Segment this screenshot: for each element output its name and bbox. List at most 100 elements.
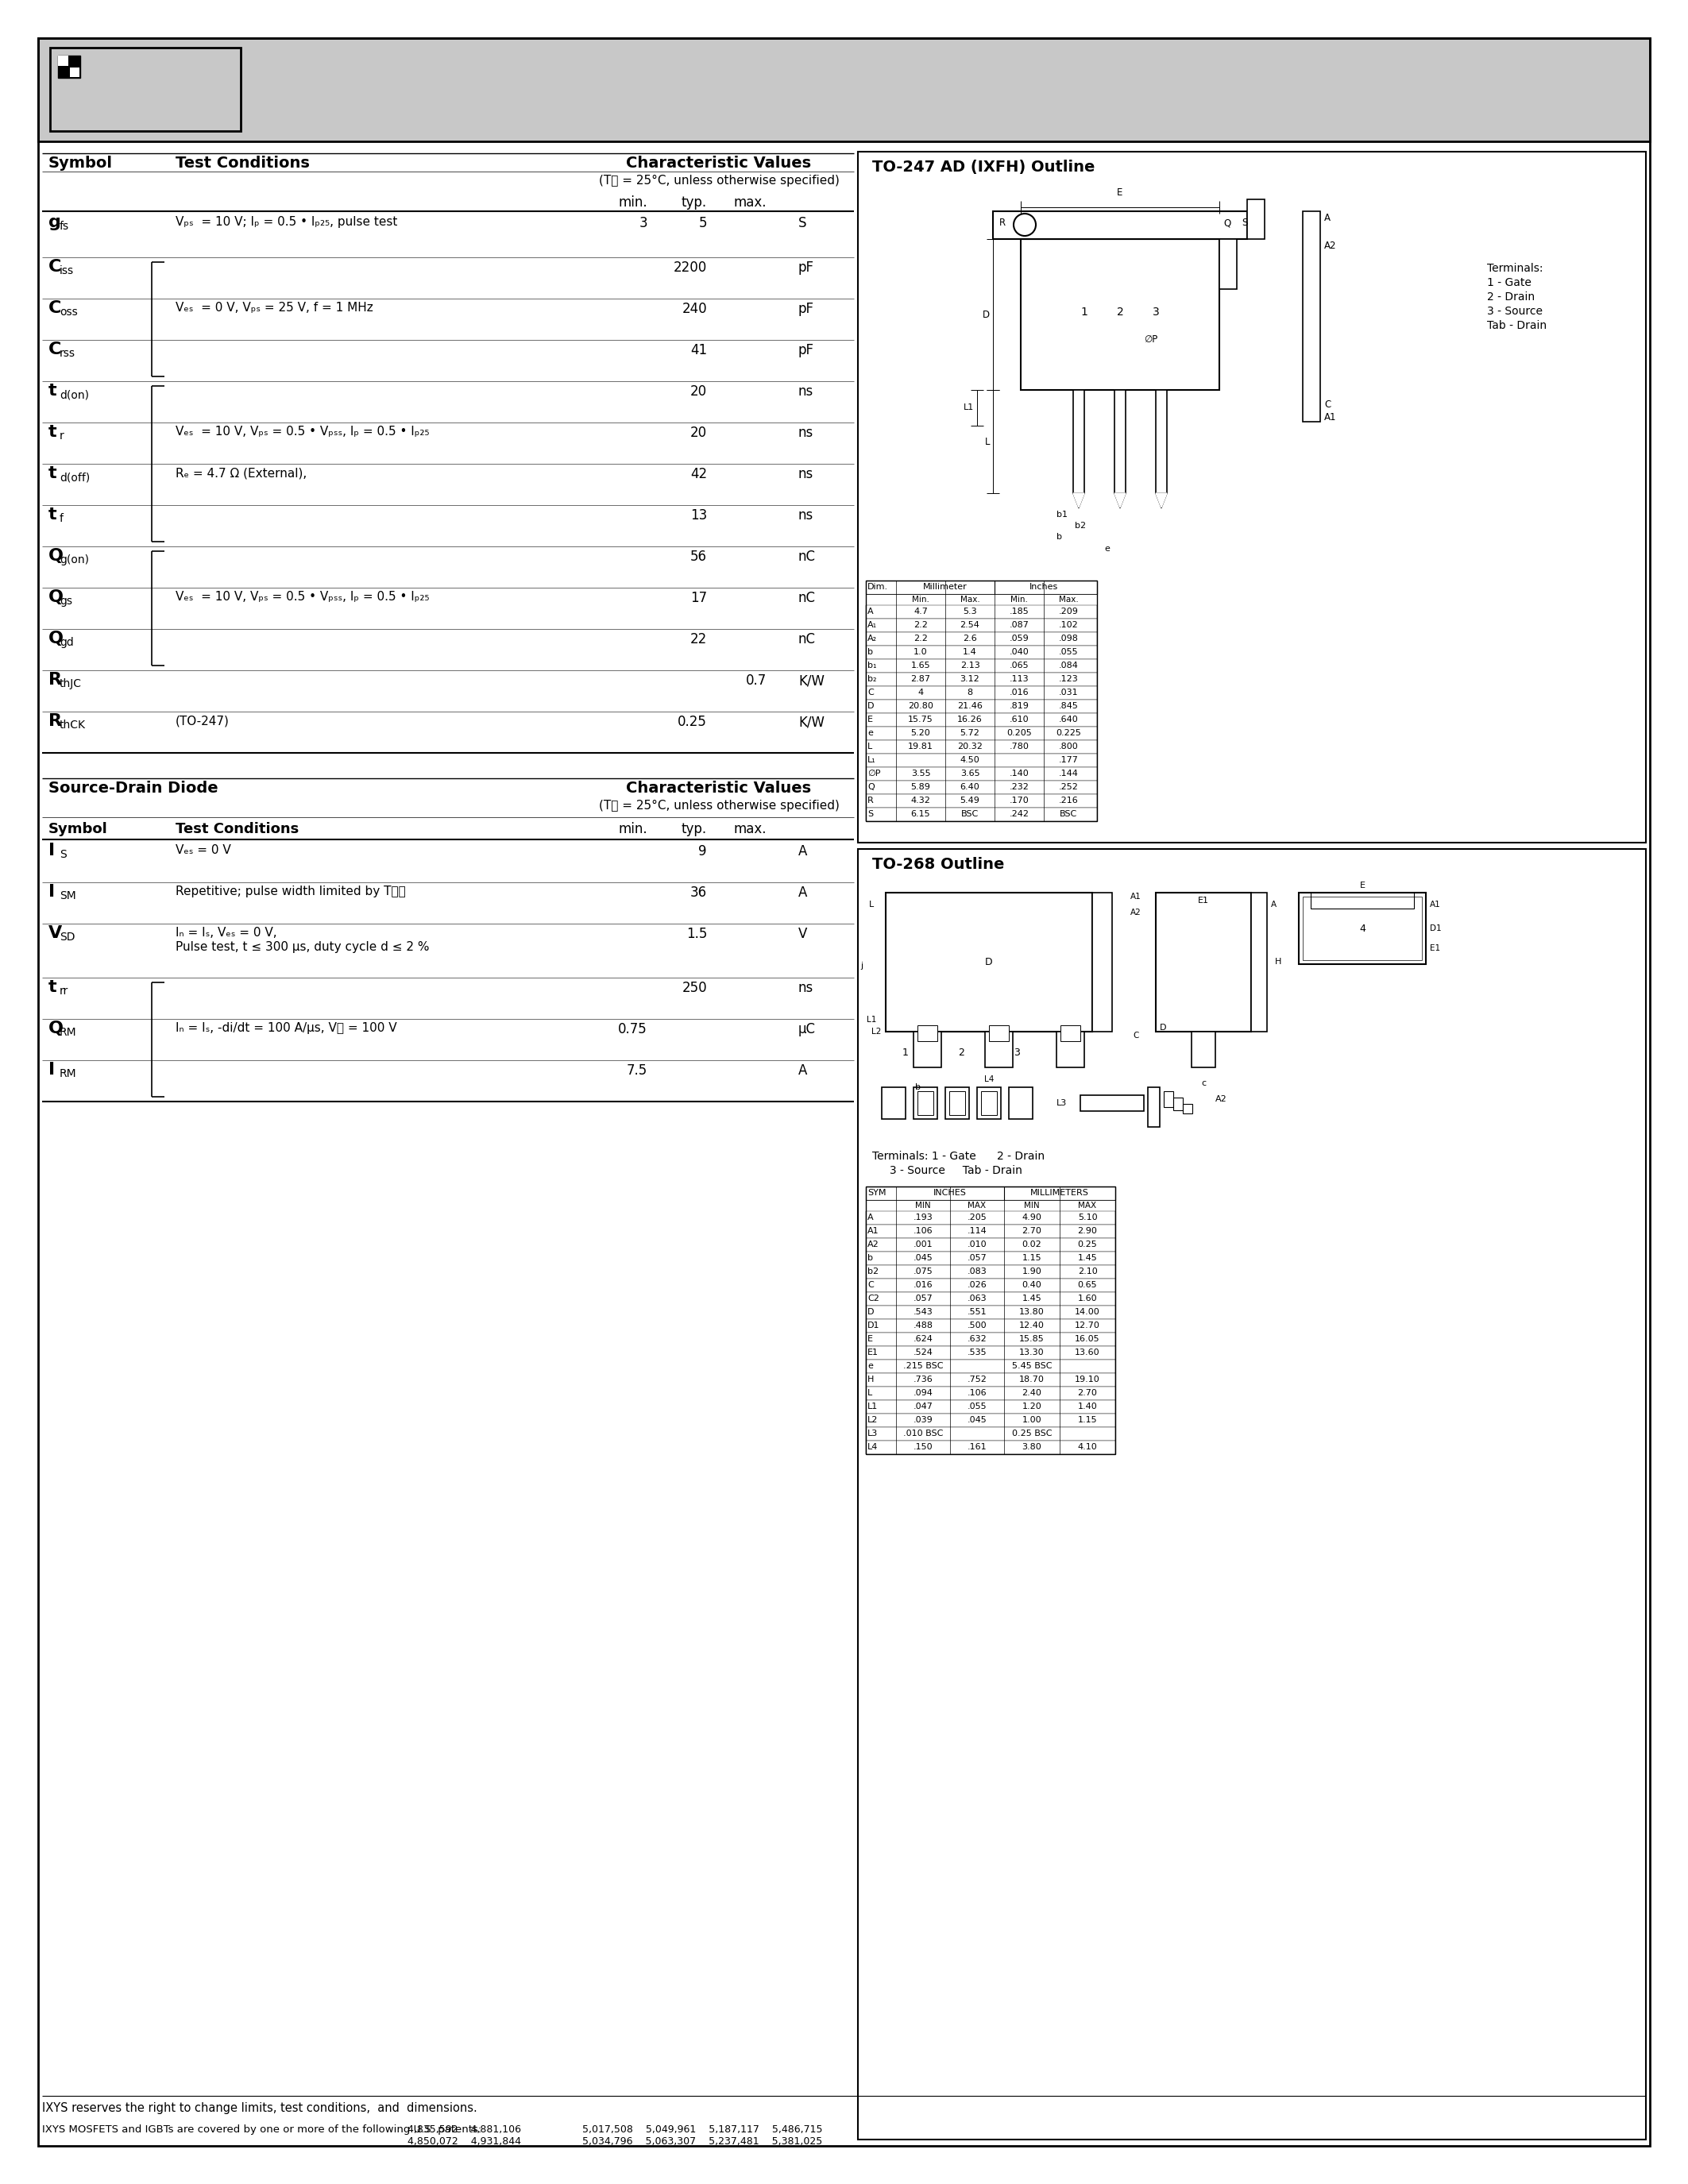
Bar bbox=[1057, 1031, 1084, 1068]
Bar bbox=[57, 55, 81, 79]
Text: MIN: MIN bbox=[915, 1201, 930, 1210]
Text: .026: .026 bbox=[967, 1282, 987, 1289]
Text: L2: L2 bbox=[868, 1415, 878, 1424]
Text: 3 - Source     Tab - Drain: 3 - Source Tab - Drain bbox=[873, 1164, 1023, 1177]
Text: 19.81: 19.81 bbox=[908, 743, 933, 751]
Text: Vₑₛ = 0 V: Vₑₛ = 0 V bbox=[176, 845, 231, 856]
Text: Vₑₛ  = 10 V, Vₚₛ = 0.5 • Vₚₛₛ, Iₚ = 0.5 • Iₚ₂₅: Vₑₛ = 10 V, Vₚₛ = 0.5 • Vₚₛₛ, Iₚ = 0.5 •… bbox=[176, 426, 429, 437]
Text: 20.80: 20.80 bbox=[908, 701, 933, 710]
Text: C: C bbox=[49, 260, 61, 275]
Text: Q: Q bbox=[49, 1020, 64, 1037]
Text: .057: .057 bbox=[967, 1254, 987, 1262]
Text: D: D bbox=[986, 957, 993, 968]
Text: 18.70: 18.70 bbox=[1020, 1376, 1045, 1382]
Text: .551: .551 bbox=[967, 1308, 987, 1317]
Text: 4.90: 4.90 bbox=[1021, 1214, 1041, 1221]
Text: 3: 3 bbox=[1153, 306, 1160, 317]
Text: R: R bbox=[49, 714, 62, 729]
Text: r: r bbox=[59, 430, 64, 441]
Text: 5.45 BSC: 5.45 BSC bbox=[1011, 1363, 1052, 1369]
Text: b2: b2 bbox=[868, 1267, 879, 1275]
Text: A: A bbox=[868, 607, 873, 616]
Text: 1.15: 1.15 bbox=[1077, 1415, 1097, 1424]
Text: R: R bbox=[49, 673, 62, 688]
Text: A: A bbox=[798, 1064, 807, 1077]
Bar bbox=[866, 1441, 1116, 1455]
Text: L1: L1 bbox=[964, 404, 974, 411]
Bar bbox=[949, 1092, 966, 1116]
Text: C: C bbox=[868, 1282, 874, 1289]
Text: .845: .845 bbox=[1058, 701, 1079, 710]
Text: (Tⰼ = 25°C, unless otherwise specified): (Tⰼ = 25°C, unless otherwise specified) bbox=[599, 175, 839, 186]
Bar bbox=[989, 1024, 1009, 1042]
Bar bbox=[1219, 238, 1237, 288]
Text: 0.25: 0.25 bbox=[677, 714, 707, 729]
Text: A2: A2 bbox=[1131, 909, 1141, 917]
Text: .055: .055 bbox=[967, 1402, 987, 1411]
Text: pF: pF bbox=[798, 343, 814, 358]
Text: 5.3: 5.3 bbox=[962, 607, 977, 616]
Text: Terminals:: Terminals: bbox=[1487, 262, 1543, 273]
Text: C: C bbox=[1133, 1031, 1139, 1040]
Polygon shape bbox=[1156, 494, 1166, 507]
Text: .500: .500 bbox=[967, 1321, 987, 1330]
Text: L1: L1 bbox=[868, 1402, 878, 1411]
Text: ∅P: ∅P bbox=[1144, 334, 1158, 345]
Text: E: E bbox=[1117, 188, 1123, 199]
Text: A₁: A₁ bbox=[868, 620, 878, 629]
Text: E1: E1 bbox=[868, 1348, 878, 1356]
Text: 1.65: 1.65 bbox=[912, 662, 930, 670]
Bar bbox=[866, 1426, 1116, 1441]
Text: 12.70: 12.70 bbox=[1075, 1321, 1101, 1330]
Text: S: S bbox=[59, 850, 66, 860]
Text: .055: .055 bbox=[1058, 649, 1079, 655]
Text: D: D bbox=[868, 1308, 874, 1317]
Text: .800: .800 bbox=[1058, 743, 1079, 751]
Text: 21.46: 21.46 bbox=[957, 701, 982, 710]
Text: 4.32: 4.32 bbox=[912, 797, 930, 804]
Text: .057: .057 bbox=[913, 1295, 933, 1302]
Text: C: C bbox=[868, 688, 874, 697]
Text: L: L bbox=[868, 1389, 873, 1398]
Text: MAX: MAX bbox=[967, 1201, 986, 1210]
Text: .524: .524 bbox=[913, 1348, 933, 1356]
Text: Q: Q bbox=[1224, 218, 1231, 227]
Text: .010 BSC: .010 BSC bbox=[903, 1431, 944, 1437]
Polygon shape bbox=[1074, 494, 1084, 507]
Text: 1.90: 1.90 bbox=[1021, 1267, 1041, 1275]
Text: 3: 3 bbox=[1013, 1048, 1020, 1057]
Text: E1: E1 bbox=[1430, 943, 1440, 952]
Text: Min.: Min. bbox=[912, 596, 930, 603]
Text: .010: .010 bbox=[967, 1241, 987, 1249]
Text: d(off): d(off) bbox=[59, 472, 89, 483]
Text: RM: RM bbox=[59, 1026, 76, 1037]
Text: L3: L3 bbox=[1057, 1099, 1067, 1107]
Text: Test Conditions: Test Conditions bbox=[176, 155, 309, 170]
Text: 1.20: 1.20 bbox=[1021, 1402, 1041, 1411]
Text: 0.75: 0.75 bbox=[618, 1022, 648, 1037]
Text: 2: 2 bbox=[959, 1048, 964, 1057]
Text: S: S bbox=[1242, 218, 1247, 227]
Text: D: D bbox=[1160, 1024, 1166, 1031]
Text: .624: .624 bbox=[913, 1334, 933, 1343]
Text: Characteristic Values: Characteristic Values bbox=[626, 155, 812, 170]
Text: 3.55: 3.55 bbox=[912, 769, 930, 778]
Text: L4: L4 bbox=[868, 1444, 878, 1450]
Bar bbox=[866, 686, 1097, 699]
Text: 3 - Source: 3 - Source bbox=[1487, 306, 1543, 317]
Text: 4.10: 4.10 bbox=[1077, 1444, 1097, 1450]
Text: 1: 1 bbox=[903, 1048, 908, 1057]
Text: Symbol: Symbol bbox=[49, 821, 108, 836]
Text: IXFH  9N80Q: IXFH 9N80Q bbox=[1409, 52, 1631, 83]
Text: 2.40: 2.40 bbox=[1021, 1389, 1041, 1398]
Text: nC: nC bbox=[798, 631, 815, 646]
Text: 2.2: 2.2 bbox=[913, 636, 928, 642]
Bar bbox=[866, 581, 1097, 594]
Text: .780: .780 bbox=[1009, 743, 1030, 751]
Text: f: f bbox=[59, 513, 64, 524]
Text: .040: .040 bbox=[1009, 649, 1030, 655]
Text: fs: fs bbox=[59, 221, 69, 232]
Text: 0.40: 0.40 bbox=[1021, 1282, 1041, 1289]
Bar bbox=[866, 673, 1097, 686]
Text: 1.60: 1.60 bbox=[1077, 1295, 1097, 1302]
